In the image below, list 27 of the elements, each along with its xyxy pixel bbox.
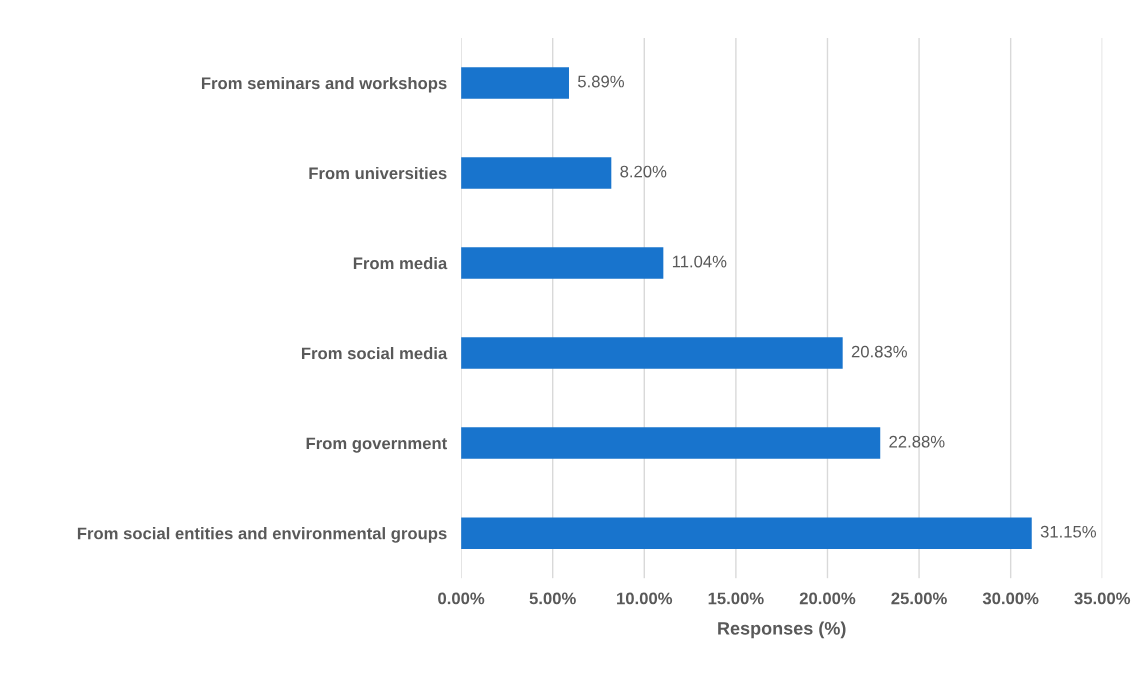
data-label: 5.89% — [577, 75, 624, 88]
x-axis-title: Responses (%) — [718, 621, 846, 639]
bar — [461, 517, 1032, 549]
bar — [461, 427, 881, 459]
x-tick-label: 25.00% — [891, 592, 947, 605]
bar — [461, 337, 843, 369]
x-tick-label: 0.00% — [438, 592, 485, 605]
y-tick-label: From social media — [301, 347, 448, 360]
y-tick-label: From social entities and environmental groups — [77, 527, 447, 543]
x-tick-label: 20.00% — [799, 592, 856, 605]
bar — [461, 67, 569, 99]
y-tick-label: From seminars and workshops — [201, 76, 447, 93]
data-label: 8.20% — [620, 165, 667, 178]
data-label: 31.15% — [1040, 525, 1097, 538]
data-label: 11.04% — [672, 255, 727, 268]
x-tick-label: 35.00% — [1074, 592, 1131, 605]
bar — [461, 247, 664, 279]
y-tick-label: From universities — [309, 166, 447, 180]
y-tick-label: From government — [306, 437, 448, 453]
data-label: 22.88% — [889, 435, 945, 448]
bar — [461, 157, 612, 189]
x-tick-label: 10.00% — [617, 592, 673, 605]
x-tick-label: 5.00% — [529, 592, 576, 605]
x-tick-label: 30.00% — [982, 592, 1039, 605]
x-tick-label: 15.00% — [708, 592, 764, 605]
y-tick-label: From media — [353, 256, 448, 270]
data-label: 20.83% — [851, 345, 907, 358]
